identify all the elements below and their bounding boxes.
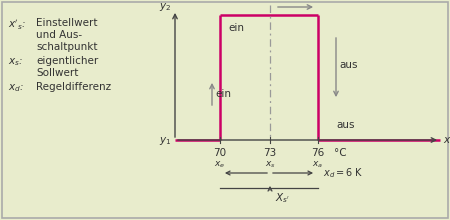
Text: $y_2$: $y_2$ — [159, 1, 171, 13]
Text: $x_d = 6$ K: $x_d = 6$ K — [323, 166, 364, 180]
Text: ein: ein — [228, 23, 244, 33]
Text: Regeldifferenz: Regeldifferenz — [36, 82, 111, 92]
Text: $x_a$: $x_a$ — [312, 160, 324, 170]
Text: $x$: $x$ — [443, 135, 450, 145]
Text: aus: aus — [339, 60, 357, 70]
Text: eigentlicher: eigentlicher — [36, 56, 98, 66]
Text: 76: 76 — [311, 148, 324, 158]
Text: $x_s$:: $x_s$: — [8, 56, 23, 68]
Text: aus: aus — [336, 120, 355, 130]
Text: Einstellwert: Einstellwert — [36, 18, 98, 28]
Text: $x'_s$:: $x'_s$: — [8, 18, 26, 32]
Text: schaltpunkt: schaltpunkt — [36, 42, 98, 52]
Text: $x_s$: $x_s$ — [265, 160, 275, 170]
Text: $X_{s'}$: $X_{s'}$ — [275, 191, 290, 205]
Text: $x_d$:: $x_d$: — [8, 82, 24, 94]
Text: 70: 70 — [213, 148, 226, 158]
Text: und Aus-: und Aus- — [36, 30, 82, 40]
Text: $y_1$: $y_1$ — [158, 135, 171, 147]
Text: Sollwert: Sollwert — [36, 68, 78, 78]
Text: °C: °C — [334, 148, 346, 158]
Text: $x_e$: $x_e$ — [214, 160, 225, 170]
Text: 73: 73 — [263, 148, 277, 158]
Text: ein: ein — [215, 89, 231, 99]
